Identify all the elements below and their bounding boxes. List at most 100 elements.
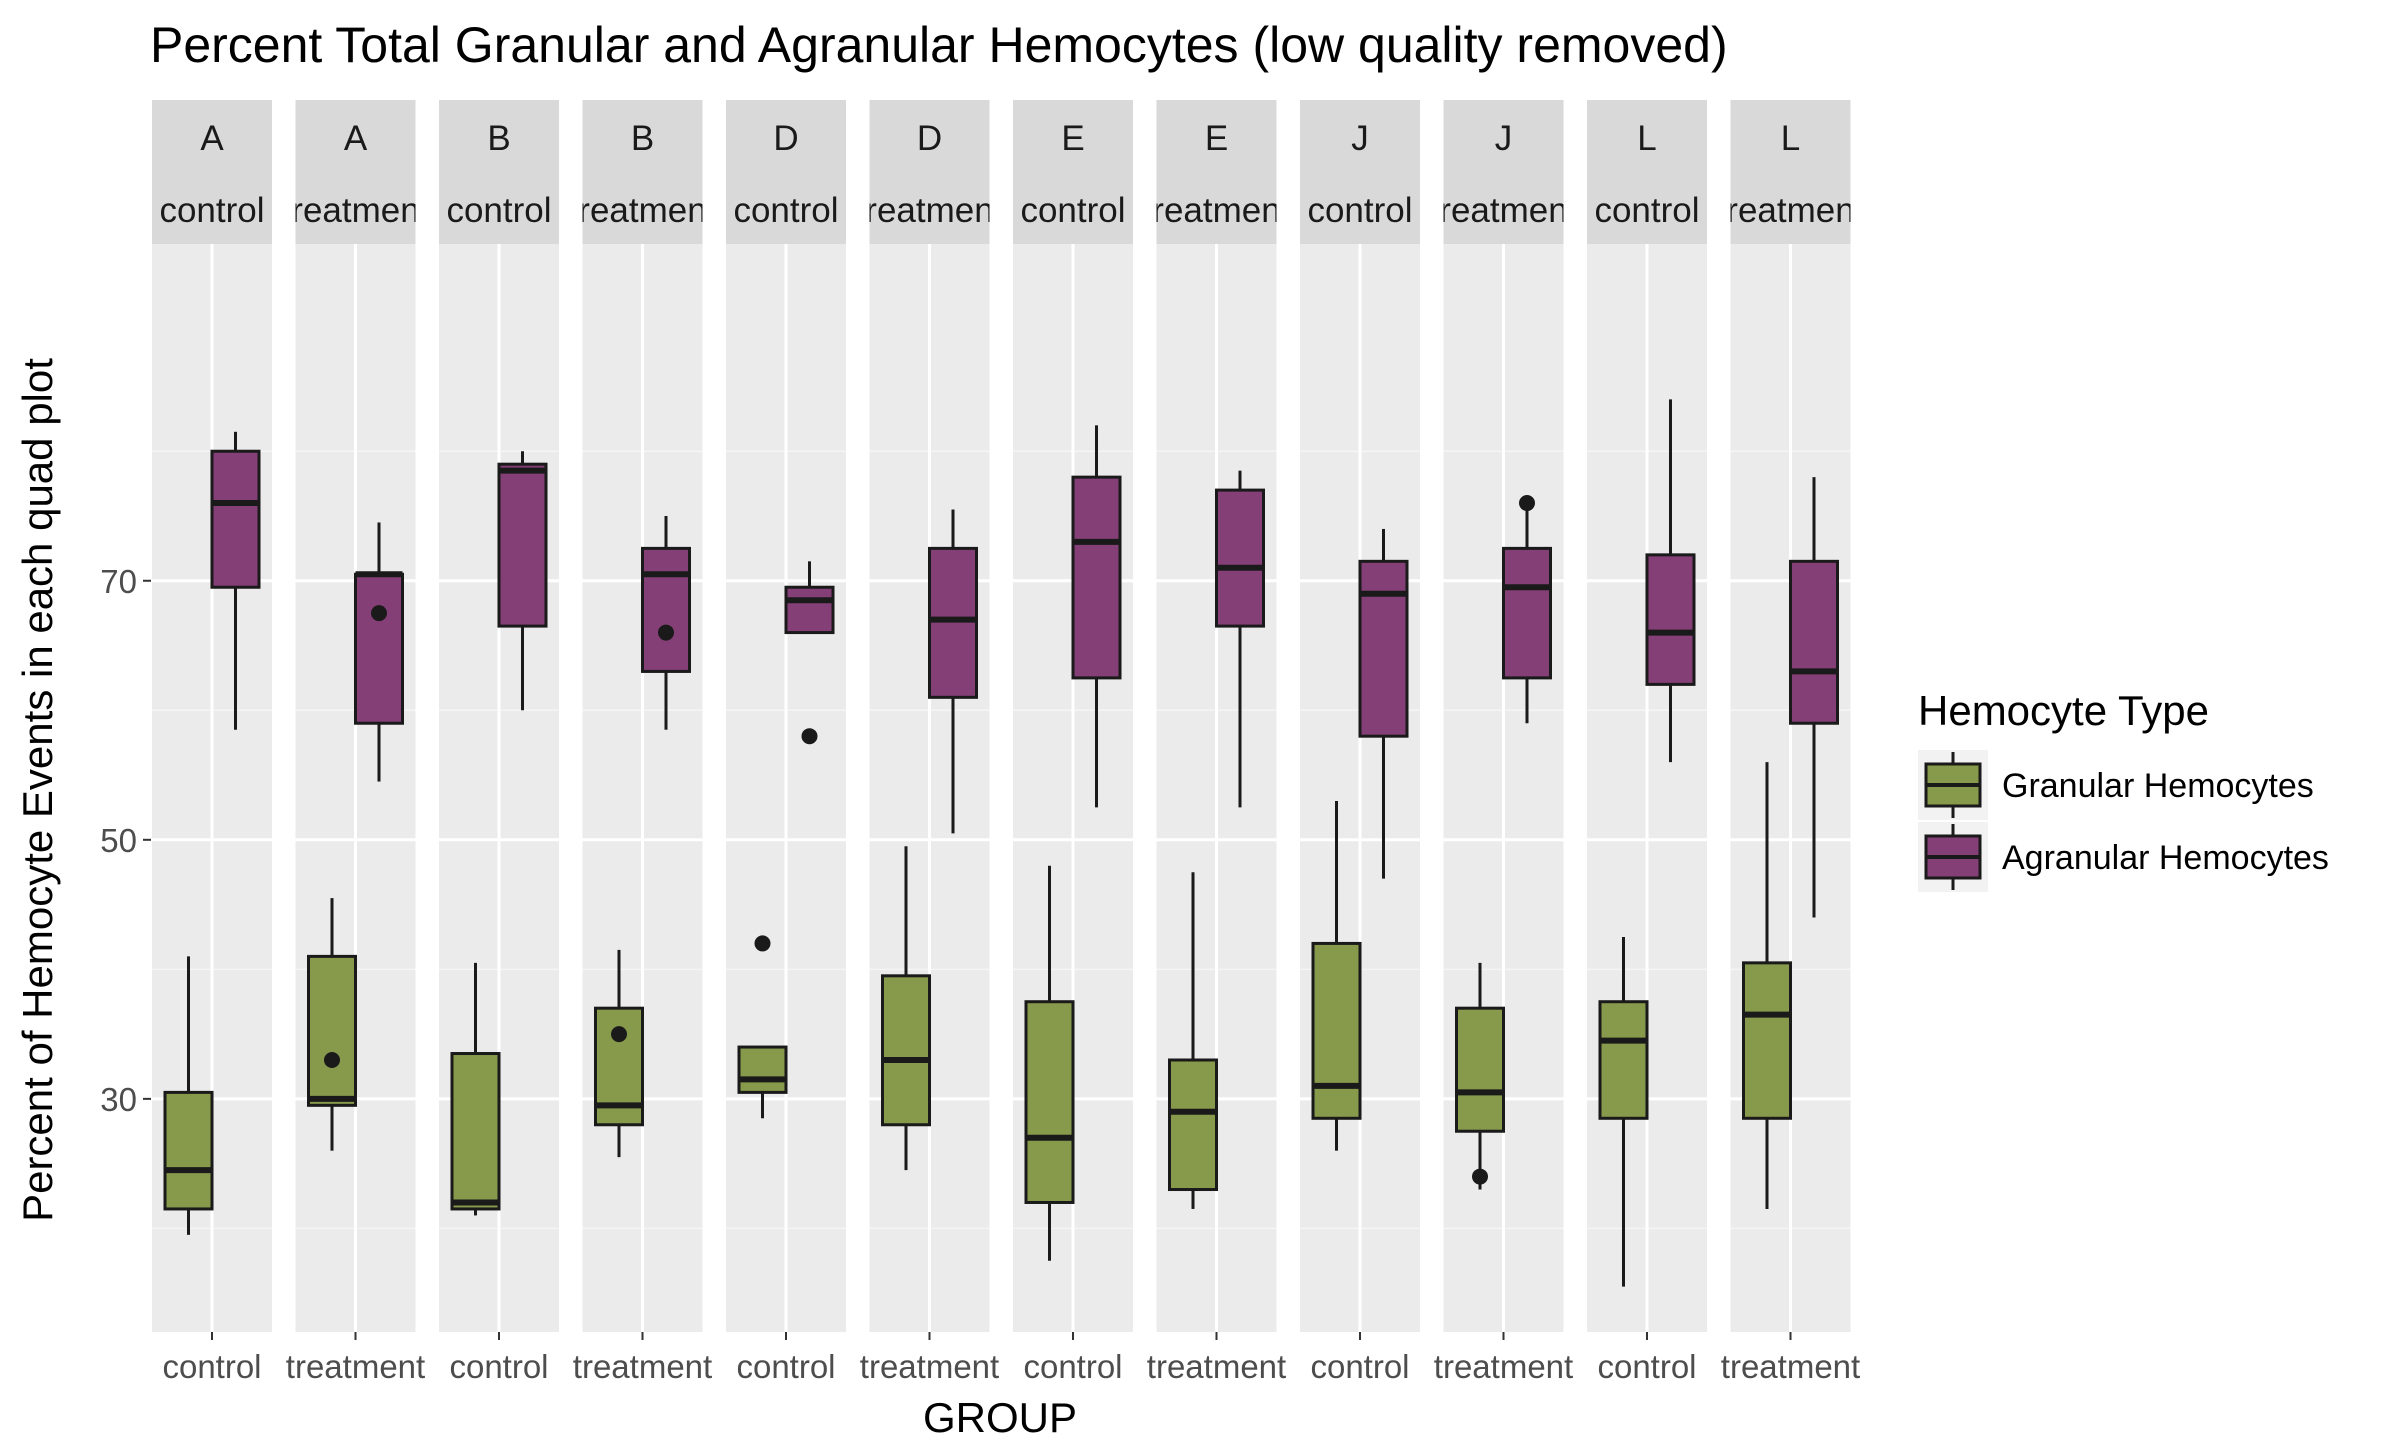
facet-strip-top <box>295 100 416 176</box>
boxplot <box>1502 495 1552 724</box>
facet-label-bottom: treatment <box>856 191 1004 230</box>
legend-label: Granular Hemocytes <box>2002 767 2314 805</box>
box <box>1789 559 1839 725</box>
boxplot <box>1455 962 1505 1190</box>
facet-strip-bottom <box>1013 176 1133 244</box>
facet-strip-bottom <box>1730 176 1851 244</box>
facet-strip-top <box>1587 100 1707 176</box>
boxplot <box>1168 872 1218 1209</box>
facet-label-top: E <box>1061 119 1084 158</box>
y-tick-label: 30 <box>100 1081 137 1118</box>
facet-label-bottom: treatment <box>282 191 430 230</box>
facet-label-bottom: treatment <box>1143 191 1291 230</box>
x-tick-label: control <box>162 1348 261 1385</box>
facet-label-top: L <box>1781 119 1800 158</box>
facet-label-bottom: control <box>159 191 264 230</box>
facet-strip-bottom <box>152 176 272 244</box>
y-tick-label: 50 <box>100 822 137 859</box>
outlier-point <box>1519 495 1535 512</box>
outlier-point <box>324 1052 340 1068</box>
facet-label-bottom: treatment <box>569 191 717 230</box>
facet-label-top: D <box>773 119 798 158</box>
x-tick-label: treatment <box>1434 1348 1573 1385</box>
x-tick-label: control <box>1310 1348 1409 1385</box>
facet-strip-top <box>726 100 846 176</box>
facet-strip-bottom <box>1587 176 1707 244</box>
facet-strip-bottom <box>869 176 990 244</box>
box <box>1742 961 1792 1120</box>
boxplot <box>307 898 357 1151</box>
facet-strip-top <box>582 100 703 176</box>
y-axis: 30 50 70 <box>100 563 151 1118</box>
box <box>450 1052 501 1211</box>
facet-label-bottom: treatment <box>1717 191 1865 230</box>
box <box>881 974 931 1127</box>
x-tick-label: control <box>449 1348 548 1385</box>
facet-label-top: L <box>1637 119 1656 158</box>
box <box>210 449 261 589</box>
box <box>1645 553 1696 686</box>
facet-strip-top <box>152 100 272 176</box>
facet-strip-top <box>1156 100 1277 176</box>
y-tick-label: 70 <box>100 563 137 600</box>
facet-strip-top <box>1013 100 1133 176</box>
boxplot <box>1024 865 1075 1261</box>
boxplot <box>641 516 691 730</box>
legend-item: Agranular Hemocytes <box>1918 822 2329 892</box>
x-tick-label: treatment <box>1721 1348 1860 1385</box>
legend: Hemocyte Type Granular Hemocytes Agranula… <box>1918 687 2329 892</box>
boxplot <box>1789 477 1839 918</box>
outlier-point <box>658 624 674 641</box>
legend-label: Agranular Hemocytes <box>2002 839 2329 877</box>
x-tick-label: treatment <box>860 1348 999 1385</box>
box <box>1071 475 1122 680</box>
boxplot <box>594 949 644 1158</box>
facet-strip-top <box>1300 100 1420 176</box>
facet-label-bottom: control <box>1020 191 1125 230</box>
y-axis-title: Percent of Hemocyte Events in each quad … <box>14 358 61 1222</box>
boxplot <box>1215 470 1265 808</box>
outlier-point <box>611 1026 627 1043</box>
boxplot <box>737 935 788 1119</box>
facet-panels: AcontrolcontrolAtreatmenttreatmentBcontr… <box>152 100 1865 1385</box>
boxplot <box>1742 762 1792 1209</box>
box <box>784 585 835 635</box>
outlier-point <box>754 935 771 952</box>
facet-label-bottom: control <box>733 191 838 230</box>
facet-strip-bottom <box>439 176 559 244</box>
box <box>307 954 357 1107</box>
boxplot <box>450 962 501 1216</box>
box <box>928 546 978 699</box>
box <box>1455 1006 1505 1133</box>
facet-strip-bottom <box>726 176 846 244</box>
box <box>354 572 404 725</box>
boxplot <box>1071 425 1122 808</box>
facet-label-top: J <box>1351 119 1369 158</box>
facet-label-bottom: treatment <box>1430 191 1578 230</box>
boxplot <box>784 561 835 745</box>
outlier-point <box>371 605 387 622</box>
box <box>163 1090 214 1211</box>
facet-strip-top <box>439 100 559 176</box>
facet-label-top: D <box>917 119 942 158</box>
facet-strip-bottom <box>1156 176 1277 244</box>
chart-title: Percent Total Granular and Agranular Hem… <box>150 17 1728 73</box>
boxplot <box>163 956 214 1235</box>
facet-label-top: J <box>1495 119 1513 158</box>
facet-label-top: B <box>487 119 510 158</box>
boxplot <box>881 846 931 1171</box>
facet-label-top: E <box>1205 119 1228 158</box>
box <box>1215 488 1265 628</box>
box <box>497 462 548 628</box>
box <box>1168 1058 1218 1192</box>
boxplot <box>1358 528 1409 879</box>
facet-strip-bottom <box>582 176 703 244</box>
legend-title: Hemocyte Type <box>1918 687 2209 734</box>
